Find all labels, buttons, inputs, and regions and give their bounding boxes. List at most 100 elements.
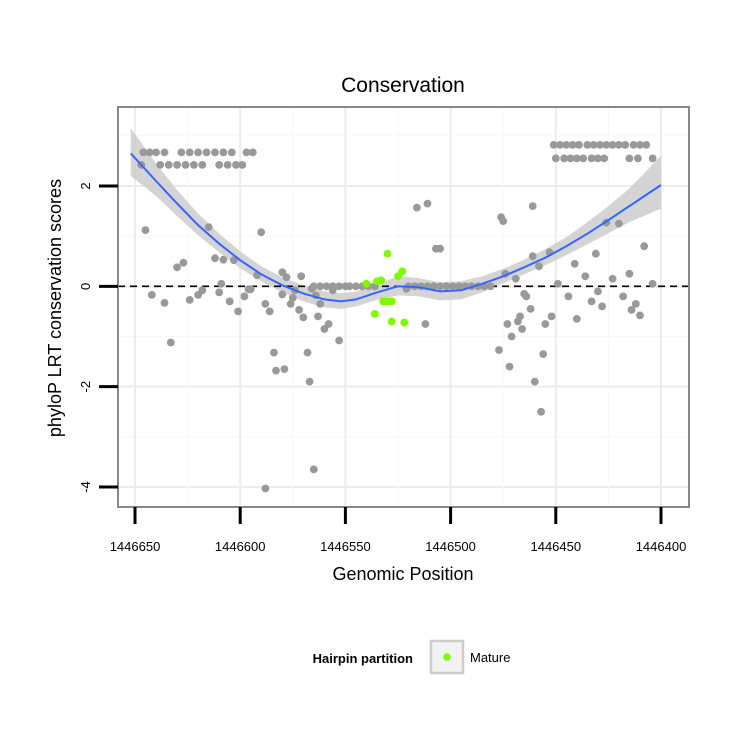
point-other: [528, 202, 537, 211]
point-other: [423, 199, 432, 208]
point-other: [225, 297, 234, 306]
y-tick-label: 2: [78, 182, 93, 189]
point-other: [198, 161, 207, 169]
point-other: [328, 282, 337, 291]
point-other: [152, 148, 160, 157]
point-other: [608, 274, 617, 283]
point-other: [297, 272, 306, 281]
point-other: [230, 256, 238, 265]
point-other: [278, 290, 287, 299]
point-other: [589, 141, 598, 149]
point-other: [215, 288, 224, 297]
point-other: [147, 291, 156, 299]
point-other: [413, 203, 421, 212]
point-other: [270, 348, 278, 357]
point-other: [166, 338, 175, 347]
point-other: [242, 148, 251, 157]
point-other: [526, 305, 535, 313]
point-other: [190, 161, 198, 169]
point-other: [164, 161, 173, 169]
point-other: [562, 141, 571, 149]
point-other: [621, 141, 630, 149]
point-other: [173, 161, 182, 169]
point-other: [324, 320, 333, 328]
point-other: [547, 312, 556, 321]
point-other: [511, 274, 520, 283]
point-other: [640, 242, 649, 251]
point-other: [528, 252, 537, 261]
x-axis-title: Genomic Position: [332, 564, 473, 584]
point-other: [194, 148, 203, 157]
point-other: [227, 148, 236, 157]
point-other: [518, 325, 526, 333]
point-other: [238, 161, 247, 169]
point-other: [335, 336, 343, 345]
point-other: [215, 161, 224, 169]
point-other: [530, 377, 539, 386]
legend-label-mature: Mature: [470, 650, 510, 665]
point-other: [535, 262, 543, 271]
point-other: [436, 244, 444, 253]
point-mature: [371, 310, 379, 318]
point-other: [240, 292, 249, 301]
point-other: [455, 282, 463, 291]
point-other: [537, 407, 545, 416]
point-other: [627, 306, 636, 314]
point-other: [648, 154, 657, 163]
point-other: [541, 320, 550, 328]
x-tick-label: 1446650: [110, 539, 161, 554]
point-other: [564, 292, 573, 301]
point-other: [278, 268, 287, 277]
legend-key-mature-dot: [443, 653, 451, 661]
point-mature: [383, 249, 392, 258]
x-tick-label: 1446550: [320, 539, 371, 554]
point-other: [631, 300, 640, 308]
point-other: [579, 154, 588, 163]
point-other: [223, 161, 232, 169]
point-other: [516, 312, 524, 321]
point-other: [551, 154, 560, 163]
point-other: [234, 307, 243, 316]
point-other: [636, 141, 644, 149]
point-mature: [387, 317, 396, 326]
y-tick-label: 0: [78, 283, 93, 290]
point-other: [181, 161, 190, 169]
plot-panel: [118, 107, 689, 507]
data-points: [137, 141, 657, 493]
point-other: [556, 141, 564, 149]
point-other: [499, 217, 508, 226]
x-tick-label: 1446600: [215, 539, 266, 554]
confidence-band: [130, 128, 662, 309]
point-other: [587, 154, 596, 163]
point-other: [156, 161, 165, 169]
point-other: [642, 141, 651, 149]
point-other: [185, 296, 194, 304]
x-axis: 1446650 1446600 1446550 1446500 1446450 14464…: [110, 507, 687, 554]
point-mature: [387, 297, 396, 306]
point-other: [486, 282, 495, 291]
point-other: [261, 484, 270, 493]
point-other: [608, 141, 617, 149]
point-mature: [362, 279, 371, 288]
point-other: [594, 287, 602, 296]
point-other: [566, 154, 575, 163]
point-mature: [398, 267, 407, 276]
point-other: [299, 313, 308, 322]
point-mature: [400, 318, 409, 327]
point-other: [322, 282, 331, 291]
point-other: [598, 302, 606, 311]
y-axis: 2 0 -2 -4: [78, 182, 118, 493]
point-other: [303, 348, 312, 357]
point-other: [309, 282, 318, 291]
x-tick-label: 1446400: [636, 539, 687, 554]
point-other: [232, 161, 240, 169]
point-other: [141, 226, 150, 235]
point-other: [495, 346, 503, 354]
chart-title: Conservation: [341, 74, 465, 97]
point-other: [145, 148, 154, 157]
point-other: [522, 292, 531, 301]
point-other: [549, 141, 558, 149]
point-other: [568, 141, 577, 149]
smooth-line: [130, 152, 662, 303]
point-other: [507, 332, 516, 341]
